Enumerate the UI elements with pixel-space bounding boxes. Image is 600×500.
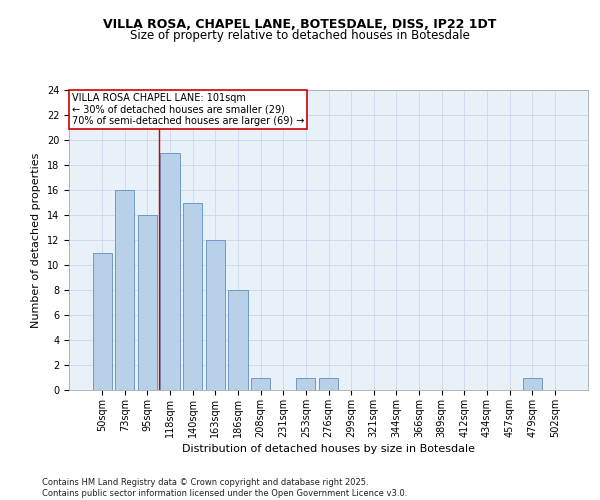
Bar — [251, 378, 270, 390]
Bar — [319, 378, 338, 390]
Bar — [523, 378, 542, 390]
Bar — [160, 152, 180, 390]
Text: VILLA ROSA CHAPEL LANE: 101sqm
← 30% of detached houses are smaller (29)
70% of : VILLA ROSA CHAPEL LANE: 101sqm ← 30% of … — [71, 93, 304, 126]
Bar — [183, 202, 202, 390]
Bar — [296, 378, 316, 390]
Text: Size of property relative to detached houses in Botesdale: Size of property relative to detached ho… — [130, 29, 470, 42]
Bar — [92, 252, 112, 390]
Bar — [138, 215, 157, 390]
Y-axis label: Number of detached properties: Number of detached properties — [31, 152, 41, 328]
Bar — [229, 290, 248, 390]
Bar — [206, 240, 225, 390]
Bar — [115, 190, 134, 390]
Text: VILLA ROSA, CHAPEL LANE, BOTESDALE, DISS, IP22 1DT: VILLA ROSA, CHAPEL LANE, BOTESDALE, DISS… — [103, 18, 497, 30]
Text: Contains HM Land Registry data © Crown copyright and database right 2025.
Contai: Contains HM Land Registry data © Crown c… — [42, 478, 407, 498]
X-axis label: Distribution of detached houses by size in Botesdale: Distribution of detached houses by size … — [182, 444, 475, 454]
